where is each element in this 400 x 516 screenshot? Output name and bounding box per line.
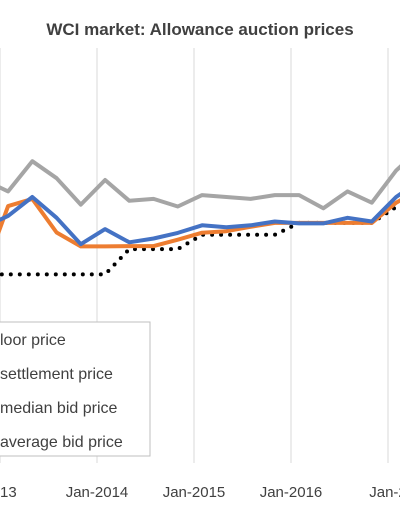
legend-entry-0: loor price: [0, 332, 66, 349]
x-axis: 2013 Jan-2014 Jan-2015 Jan-2016 Jan-2: [0, 484, 400, 501]
x-tick-label-0: 2013: [0, 484, 17, 501]
legend-box: [0, 321, 151, 457]
legend: loor price settlement price median bid pri…: [0, 321, 151, 457]
x-tick-label-2: Jan-2015: [163, 484, 226, 501]
x-tick-label-3: Jan-2016: [260, 484, 323, 501]
legend-entry-3: average bid price: [0, 434, 123, 451]
series-lines: [0, 159, 400, 277]
series-line-2: [0, 191, 400, 247]
legend-entry-1: settlement price: [0, 366, 113, 383]
series-line-0: [0, 205, 400, 277]
legend-entry-2: median bid price: [0, 400, 118, 417]
x-tick-label-4: Jan-2: [369, 484, 400, 501]
series-line-1: [0, 196, 400, 249]
series-line-3: [0, 159, 400, 211]
x-tick-label-1: Jan-2014: [66, 484, 129, 501]
chart-title: WCI market: Allowance auction prices: [46, 20, 354, 39]
